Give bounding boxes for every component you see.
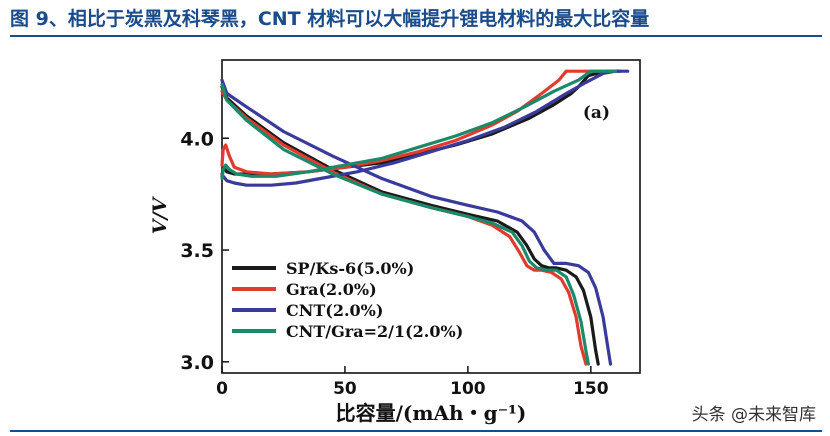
panel-label: (a) xyxy=(583,103,610,123)
figure-title: 图 9、相比于炭黑及科琴黑，CNT 材料可以大幅提升锂电材料的最大比容量 xyxy=(10,8,650,30)
x-tick-label: 0 xyxy=(216,379,228,399)
axis-ticks: 0 50 100 150 3.0 3.5 4.0 xyxy=(180,128,608,399)
y-tick-label: 3.5 xyxy=(180,240,214,262)
x-tick-label: 150 xyxy=(573,379,609,399)
legend: SP/Ks-6(5.0%) Gra(2.0%) CNT(2.0%) CNT/Gra=2… xyxy=(228,256,480,344)
y-tick-label: 4.0 xyxy=(180,128,214,150)
legend-label: CNT(2.0%) xyxy=(286,301,383,320)
legend-label: CNT/Gra=2/1(2.0%) xyxy=(286,322,463,341)
series-line-discharge-2 xyxy=(220,78,613,366)
series-line-charge-3 xyxy=(220,69,617,181)
series-line-discharge-0 xyxy=(220,85,600,366)
watermark: 头条 @未来智库 xyxy=(691,405,816,425)
y-axis-label: V/V xyxy=(149,196,171,235)
y-tick-label: 3.0 xyxy=(180,352,214,374)
legend-label: SP/Ks-6(5.0%) xyxy=(286,259,414,278)
plot-frame xyxy=(221,59,641,374)
series-line-charge-1 xyxy=(220,69,605,176)
x-axis-label: 比容量/(mAh・g⁻¹) xyxy=(336,401,527,425)
series-line-discharge-3 xyxy=(220,83,590,366)
x-tick-label: 100 xyxy=(450,379,486,399)
title-divider xyxy=(10,35,822,37)
bottom-divider xyxy=(10,430,822,432)
x-tick-label: 50 xyxy=(333,379,357,399)
series-lines xyxy=(220,69,630,366)
legend-label: Gra(2.0%) xyxy=(286,280,377,299)
series-line-discharge-1 xyxy=(220,89,588,366)
series-line-charge-2 xyxy=(220,69,630,187)
